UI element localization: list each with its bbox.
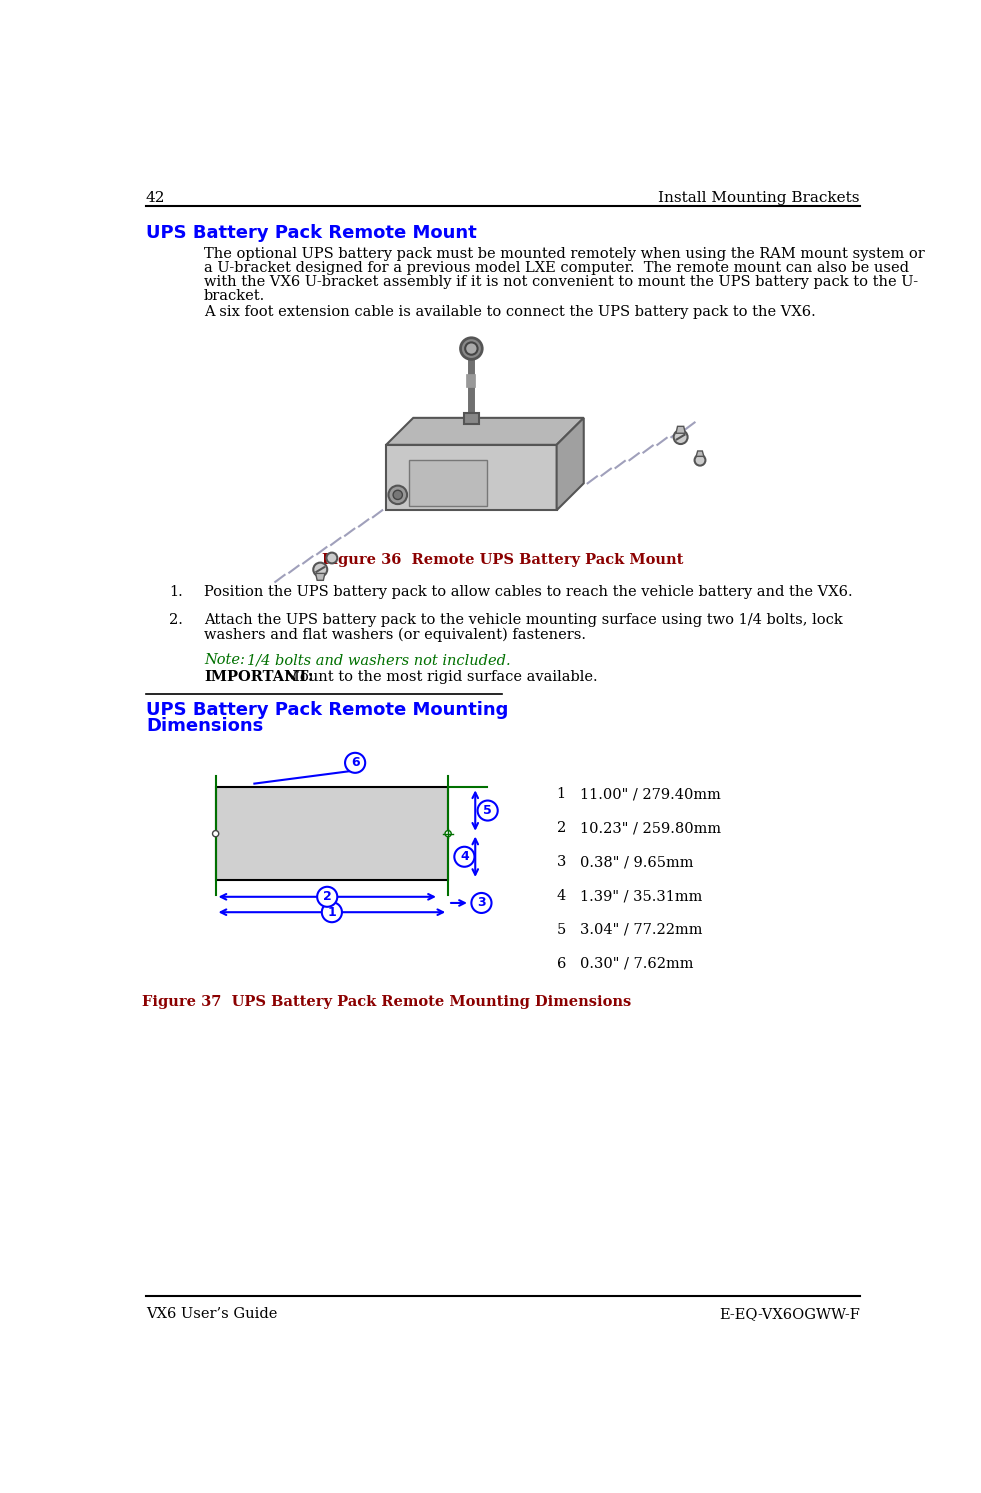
Text: 10.23" / 259.80mm: 10.23" / 259.80mm: [580, 821, 721, 836]
Polygon shape: [387, 418, 584, 445]
Circle shape: [345, 752, 365, 773]
Bar: [409, 460, 487, 506]
Text: 1/4 bolts and washers not included.: 1/4 bolts and washers not included.: [246, 654, 510, 667]
Text: 6: 6: [556, 957, 566, 970]
Text: 4: 4: [460, 850, 469, 863]
Circle shape: [313, 563, 328, 576]
Text: 3: 3: [477, 896, 486, 909]
Text: 0.38" / 9.65mm: 0.38" / 9.65mm: [580, 855, 694, 869]
Text: 5: 5: [484, 805, 492, 817]
Text: 4: 4: [556, 890, 566, 903]
Circle shape: [327, 552, 337, 563]
Text: 42: 42: [146, 191, 166, 205]
Text: 2.: 2.: [169, 614, 183, 627]
Text: 11.00" / 279.40mm: 11.00" / 279.40mm: [580, 787, 721, 802]
Bar: [216, 787, 448, 879]
Circle shape: [472, 893, 491, 914]
Polygon shape: [697, 451, 704, 457]
Circle shape: [674, 430, 688, 443]
Text: with the VX6 U-bracket assembly if it is not convenient to mount the UPS battery: with the VX6 U-bracket assembly if it is…: [204, 275, 918, 288]
Text: 0.30" / 7.62mm: 0.30" / 7.62mm: [580, 957, 694, 970]
Text: Attach the UPS battery pack to the vehicle mounting surface using two 1/4 bolts,: Attach the UPS battery pack to the vehic…: [204, 614, 843, 627]
Circle shape: [465, 342, 478, 355]
Circle shape: [695, 455, 705, 466]
Polygon shape: [316, 573, 325, 581]
Text: 3: 3: [556, 855, 566, 869]
Text: a U-bracket designed for a previous model LXE computer.  The remote mount can al: a U-bracket designed for a previous mode…: [204, 261, 909, 275]
Circle shape: [445, 830, 451, 836]
Text: VX6 User’s Guide: VX6 User’s Guide: [146, 1308, 278, 1321]
Text: bracket.: bracket.: [204, 288, 265, 303]
Circle shape: [388, 485, 407, 505]
Text: UPS Battery Pack Remote Mounting: UPS Battery Pack Remote Mounting: [146, 702, 508, 720]
Text: 1: 1: [328, 906, 336, 918]
Circle shape: [454, 847, 475, 867]
Text: Note:: Note:: [204, 654, 245, 667]
Circle shape: [317, 887, 337, 906]
Text: Dimensions: Dimensions: [146, 717, 263, 735]
Circle shape: [478, 800, 497, 821]
Circle shape: [213, 830, 219, 836]
Text: Mount to the most rigid surface available.: Mount to the most rigid surface availabl…: [285, 670, 598, 684]
Text: 1.39" / 35.31mm: 1.39" / 35.31mm: [580, 890, 702, 903]
Text: Position the UPS battery pack to allow cables to reach the vehicle battery and t: Position the UPS battery pack to allow c…: [204, 585, 852, 599]
Text: 5: 5: [556, 923, 566, 938]
Text: E-EQ-VX6OGWW-F: E-EQ-VX6OGWW-F: [719, 1308, 859, 1321]
Text: Figure 37  UPS Battery Pack Remote Mounting Dimensions: Figure 37 UPS Battery Pack Remote Mounti…: [141, 996, 631, 1009]
Text: 2: 2: [556, 821, 566, 836]
Polygon shape: [556, 418, 584, 511]
Circle shape: [322, 902, 342, 923]
Text: Figure 36  Remote UPS Battery Pack Mount: Figure 36 Remote UPS Battery Pack Mount: [322, 554, 683, 567]
Polygon shape: [676, 427, 686, 433]
Text: The optional UPS battery pack must be mounted remotely when using the RAM mount : The optional UPS battery pack must be mo…: [204, 246, 925, 261]
Text: 1.: 1.: [169, 585, 182, 599]
Circle shape: [460, 337, 483, 360]
Text: Install Mounting Brackets: Install Mounting Brackets: [658, 191, 859, 205]
Text: washers and flat washers (or equivalent) fasteners.: washers and flat washers (or equivalent)…: [204, 627, 586, 642]
Text: A six foot extension cable is available to connect the UPS battery pack to the V: A six foot extension cable is available …: [204, 306, 816, 320]
Text: 6: 6: [351, 757, 359, 769]
Text: IMPORTANT:: IMPORTANT:: [204, 670, 313, 684]
Text: UPS Battery Pack Remote Mount: UPS Battery Pack Remote Mount: [146, 224, 477, 242]
Text: 3.04" / 77.22mm: 3.04" / 77.22mm: [580, 923, 702, 938]
Polygon shape: [387, 445, 556, 511]
Text: 1: 1: [556, 787, 566, 802]
Text: 2: 2: [323, 890, 332, 903]
Bar: [464, 414, 479, 424]
Circle shape: [393, 490, 402, 500]
